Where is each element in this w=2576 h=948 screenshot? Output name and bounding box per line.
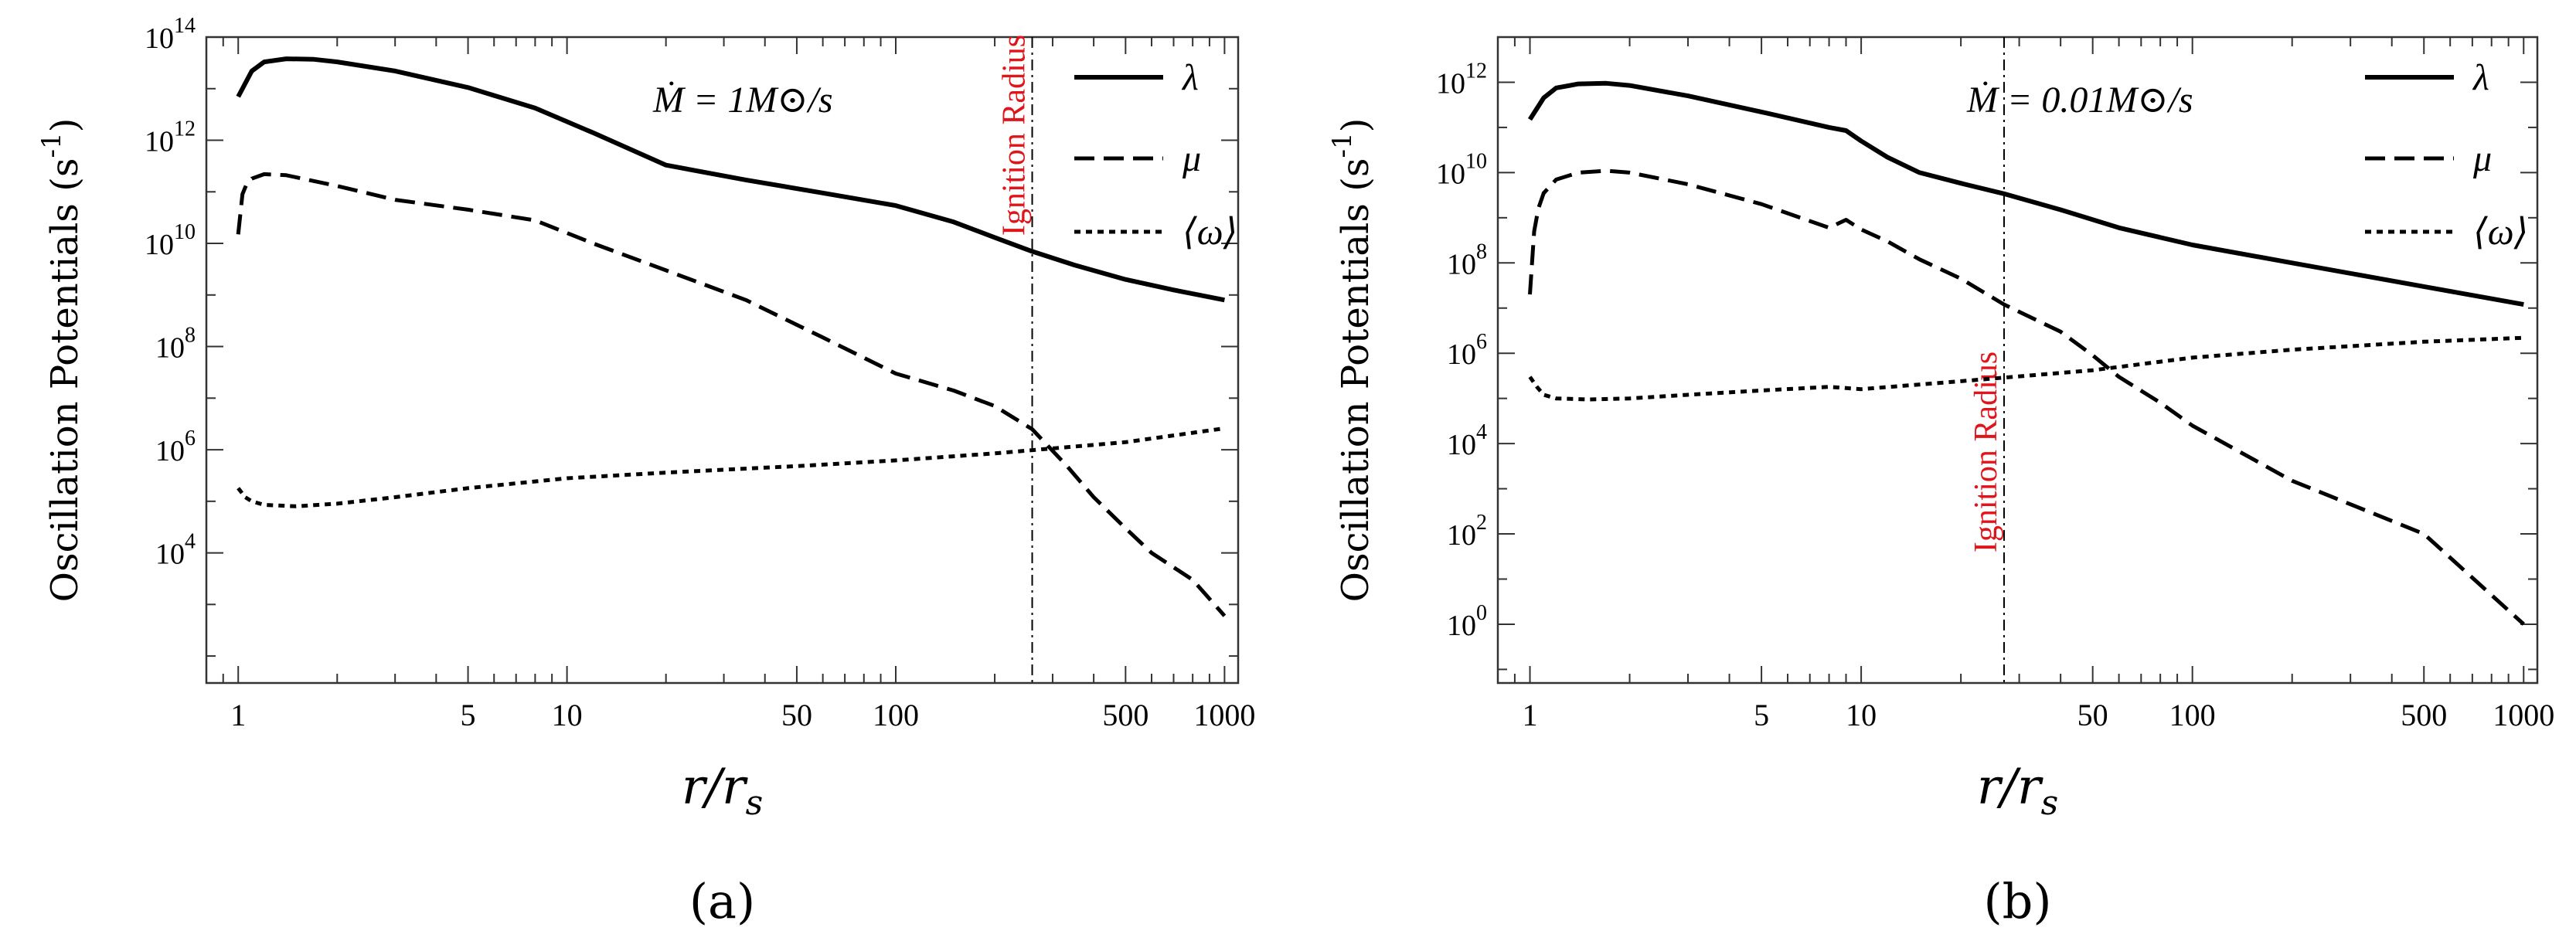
plot-frame (205, 36, 1240, 685)
y-tick-label: 100 (1447, 601, 1487, 642)
series-line-dashed (236, 172, 1227, 617)
x-axis-label: r/rs (682, 759, 763, 823)
y-tick-label: 106 (155, 426, 196, 467)
y-tick-label: 102 (1447, 511, 1487, 552)
x-tick-label: 10 (1846, 698, 1877, 732)
x-tick-label: 1000 (2493, 698, 2554, 732)
x-tick-label: 5 (1754, 698, 1769, 732)
series-line-dashed (1528, 168, 2525, 626)
y-tick-label: 108 (155, 324, 196, 365)
x-tick-label: 1000 (1193, 698, 1255, 732)
legend-label: μ (2472, 138, 2492, 179)
legend-label: ⟨ω⟩ (2473, 212, 2528, 253)
series-line-dotted (237, 426, 1225, 508)
panel-a: 1 5 10 50 100 500 1000 104 106 108 1010 1012 1014 Ign… (36, 14, 1255, 929)
y-tick-label: 104 (155, 530, 196, 571)
x-tick-label: 100 (873, 698, 919, 732)
legend-label: μ (1182, 138, 1201, 179)
y-tick-label: 1012 (1436, 59, 1487, 100)
series-line-solid (1527, 80, 2524, 308)
mass-rate-annotation: Ṁ = 0.01M⊙/s (1966, 80, 2193, 121)
y-axis-label: Oscillation Potentials (s-1) (36, 118, 87, 603)
legend-label: ⟨ω⟩ (1183, 212, 1237, 253)
y-tick-label: 1014 (145, 14, 196, 55)
x-tick-label: 500 (1102, 698, 1148, 732)
x-tick-label: 50 (781, 698, 812, 732)
ignition-radius-label: Ignition Radius (1969, 352, 2004, 552)
ignition-radius-label: Ignition Radius (997, 35, 1033, 236)
y-tick-label: 1010 (1436, 149, 1487, 190)
legend-label: λ (1181, 57, 1199, 98)
mass-rate-annotation: Ṁ = 1M⊙/s (652, 80, 833, 121)
legend-label: λ (2472, 57, 2489, 98)
y-tick-label: 1010 (145, 220, 196, 261)
x-tick-label: 1 (1523, 698, 1538, 732)
y-tick-label: 108 (1447, 240, 1487, 280)
panel-label: (a) (689, 873, 755, 929)
x-tick-label: 5 (461, 698, 476, 732)
y-tick-label: 1012 (145, 117, 196, 158)
panel-b: 1 5 10 50 100 500 1000 100 102 104 106 108 1010 1012 I… (1327, 36, 2554, 929)
x-axis-label: r/rs (1977, 759, 2058, 823)
series-line-solid (236, 56, 1225, 303)
panel-label: (b) (1983, 873, 2051, 929)
x-tick-label: 100 (2169, 698, 2216, 732)
x-tick-label: 10 (552, 698, 583, 732)
y-tick-label: 104 (1447, 420, 1487, 461)
plot-frame (1496, 36, 2539, 685)
y-tick-label: 106 (1447, 330, 1487, 371)
x-tick-label: 50 (2077, 698, 2108, 732)
x-tick-label: 500 (2401, 698, 2447, 732)
series-line-dotted (1528, 335, 2524, 402)
y-axis-label: Oscillation Potentials (s-1) (1327, 118, 1377, 603)
x-tick-label: 1 (230, 698, 246, 732)
